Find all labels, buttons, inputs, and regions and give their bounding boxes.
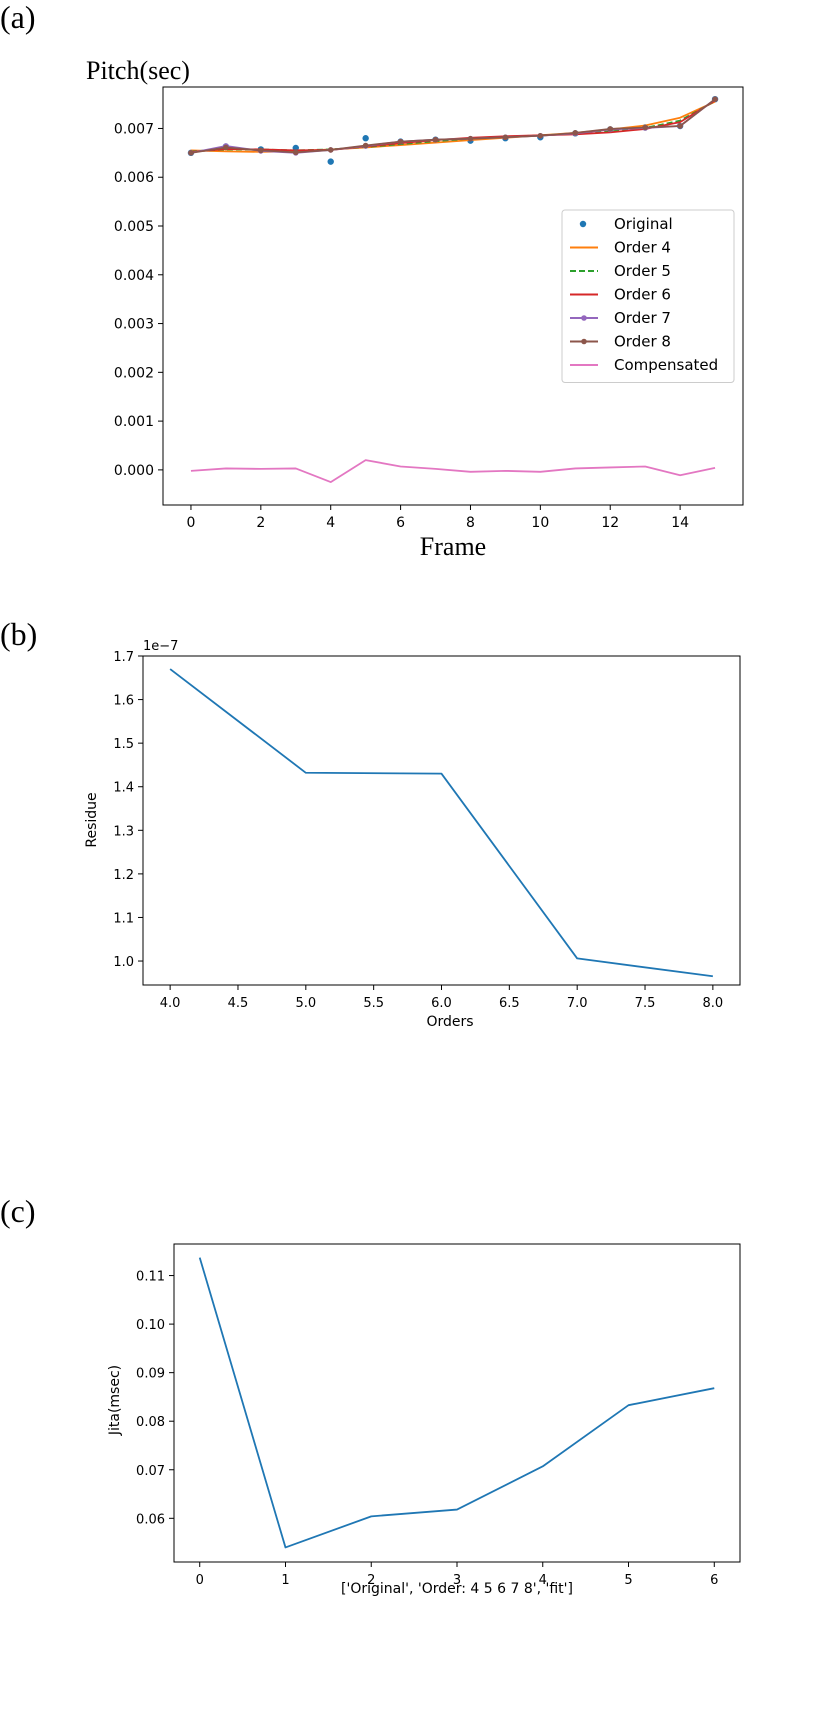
order-8-marker (677, 123, 683, 129)
x-axis-label: Orders (426, 1014, 473, 1030)
legend-marker (581, 338, 587, 345)
legend-label: Order 5 (614, 262, 671, 280)
y-tick-label: 1.1 (113, 911, 134, 926)
x-tick-label: 5.5 (363, 996, 384, 1011)
plot-frame (142, 655, 741, 986)
x-tick-label: 4 (326, 515, 335, 531)
x-tick-label: 7.5 (635, 996, 656, 1011)
order-8-marker (607, 126, 614, 132)
y-axis-label: Jita(msec) (107, 1365, 123, 1436)
x-tick-label: 4 (539, 1573, 547, 1588)
legend-label: Compensated (614, 356, 718, 374)
x-tick-label: 2 (367, 1573, 375, 1588)
order-8-marker (642, 124, 648, 131)
legend-label: Order 4 (614, 239, 671, 257)
x-tick-label: 6.0 (431, 996, 452, 1011)
order-8-marker (327, 147, 334, 153)
x-axis-label: Frame (420, 532, 486, 561)
jita-chart: 0 1 2 3 4 5 6 0.06 0.07 0.08 0.09 0.10 0.11 Jita(msec… (107, 1243, 741, 1597)
x-tick-label: 2 (256, 515, 265, 531)
y-tick-label: 0.09 (136, 1367, 165, 1382)
legend-label: Order 8 (614, 333, 671, 351)
y-axis-label: Residue (84, 792, 100, 847)
legend-label: Order 6 (614, 286, 671, 304)
x-tick-label: 0 (186, 515, 195, 531)
pitch-chart: 0 2 4 6 8 10 12 14 0.000 0.001 0.002 0.003 0.004 0.00… (86, 56, 744, 561)
x-tick-label: 7.0 (567, 996, 588, 1011)
y-tick-label: 1.0 (113, 955, 134, 970)
x-tick-label: 6 (710, 1573, 718, 1588)
y-tick-label: 0.000 (114, 463, 154, 479)
x-tick-label: 6.5 (499, 996, 520, 1011)
order-8-marker (258, 147, 264, 154)
x-tick-label: 5 (624, 1573, 632, 1588)
y-tick-label: 1.2 (113, 868, 134, 883)
y-tick-label: 0.10 (136, 1318, 165, 1333)
y-tick-label: 0.004 (114, 268, 154, 284)
order-8-marker (502, 134, 509, 141)
y-tick-label: 1.4 (113, 781, 134, 796)
compensated-series-line (190, 459, 716, 483)
legend: Original Order 4 Order 5 Order 6 Order 7 Or… (561, 209, 735, 383)
legend-marker (581, 315, 587, 321)
y-tick-label: 0.006 (114, 170, 154, 186)
y-tick-label: 1.7 (113, 650, 134, 665)
y-scale-offset-label: 1e−7 (143, 639, 178, 654)
y-tick-label: 0.003 (114, 317, 154, 333)
order-8-marker (292, 149, 299, 156)
data-series-line (169, 668, 713, 978)
y-tick-label: 1.5 (113, 737, 134, 752)
x-tick-label: 8.0 (703, 996, 724, 1011)
order-8-marker (188, 150, 194, 156)
order-8-series-line (190, 98, 716, 154)
order-8-marker (223, 144, 229, 151)
x-tick-label: 6 (396, 515, 405, 531)
y-tick-label: 0.002 (114, 365, 154, 381)
data-series-line (198, 1257, 715, 1549)
y-tick-label: 0.001 (114, 414, 154, 430)
original-point (327, 158, 334, 165)
legend-marker (579, 220, 587, 228)
order-8-marker (537, 132, 544, 139)
x-tick-label: 10 (531, 515, 549, 531)
y-tick-label: 0.007 (114, 121, 154, 137)
x-tick-label: 1 (281, 1573, 289, 1588)
y-tick-label: 0.07 (136, 1464, 165, 1479)
plot-frame (173, 1243, 741, 1563)
panel-label-a: (a) (0, 0, 36, 35)
x-tick-label: 4.0 (160, 996, 181, 1011)
legend-label: Order 7 (614, 309, 671, 327)
x-axis-label: ['Original', 'Order: 4 5 6 7 8', 'fit'] (341, 1581, 573, 1597)
y-tick-label: 1.3 (113, 824, 134, 839)
legend-box (561, 209, 735, 383)
x-tick-label: 3 (453, 1573, 461, 1588)
y-tick-label: 0.06 (136, 1512, 165, 1527)
y-tick-label: 1.6 (113, 694, 134, 709)
original-point (362, 135, 369, 142)
x-tick-label: 0 (196, 1573, 204, 1588)
x-tick-label: 4.5 (228, 996, 249, 1011)
y-tick-label: 0.005 (114, 219, 154, 235)
order-8-marker (397, 138, 404, 145)
panel-label-c: (c) (0, 1193, 36, 1229)
legend-label: Original (614, 215, 673, 233)
order-8-marker (572, 130, 579, 136)
x-tick-label: 12 (601, 515, 619, 531)
order-8-marker (712, 96, 718, 102)
x-tick-label: 14 (671, 515, 689, 531)
y-tick-label: 0.11 (136, 1270, 165, 1285)
x-tick-label: 8 (466, 515, 475, 531)
x-tick-label: 5.0 (295, 996, 316, 1011)
panel-label-b: (b) (0, 616, 37, 652)
order-8-marker (362, 142, 369, 149)
order-4-series-line (190, 100, 716, 153)
plot-frame (162, 86, 744, 506)
order-8-marker (432, 136, 439, 143)
y-tick-label: 0.08 (136, 1415, 165, 1430)
residue-chart: 4.0 4.5 5.0 5.5 6.0 6.5 7.0 7.5 8.0 1.0 1.1 1.2 1.3 1… (84, 639, 741, 1030)
y-axis-label: Pitch(sec) (86, 56, 190, 85)
order-8-marker (467, 135, 474, 142)
